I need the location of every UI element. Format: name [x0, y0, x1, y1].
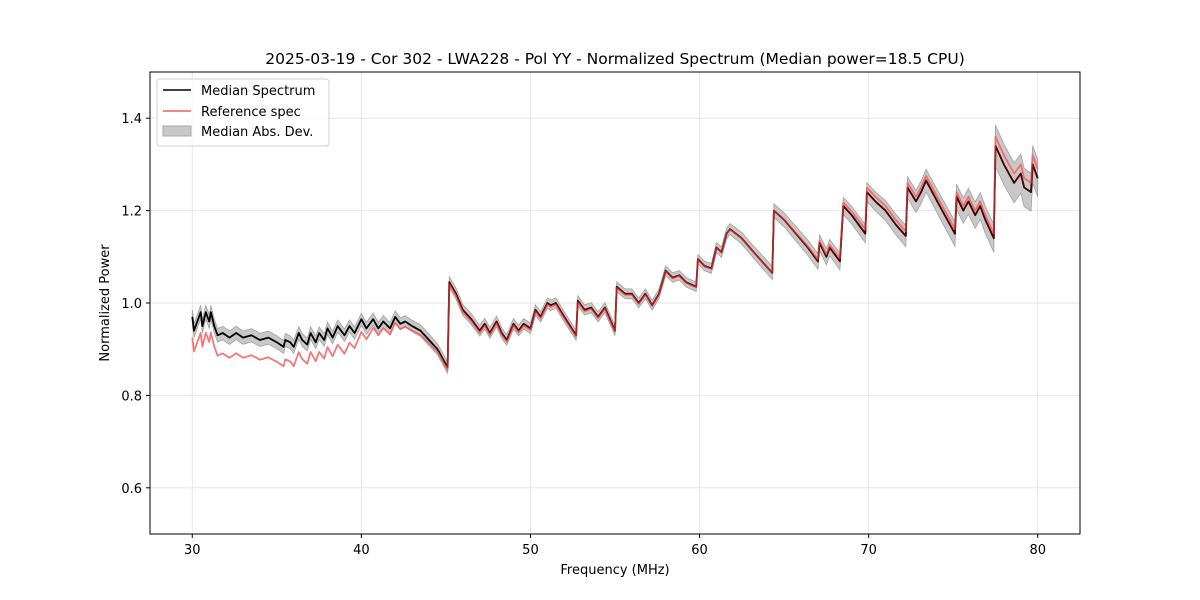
legend-box [156, 78, 330, 147]
y-axis-label: Normalized Power [98, 244, 113, 362]
x-tick-label: 50 [522, 543, 539, 558]
mad-band [191, 124, 1039, 375]
y-tick-label: 1.4 [121, 112, 142, 127]
y-axis: 0.6 0.8 1.0 1.2 1.4 [121, 112, 150, 497]
mad-band-group [191, 124, 1039, 375]
x-tick-label: 60 [691, 543, 708, 558]
x-axis: 30 40 50 60 70 80 [184, 534, 1046, 558]
x-axis-label: Frequency (MHz) [560, 563, 669, 578]
y-tick-label: 1.2 [121, 205, 142, 220]
legend: Median Spectrum Reference spec Median Ab… [156, 78, 330, 147]
x-tick-label: 30 [184, 543, 201, 558]
y-tick-label: 0.8 [121, 389, 142, 404]
x-tick-label: 80 [1029, 543, 1046, 558]
grid [150, 72, 1080, 534]
lines-group [191, 135, 1039, 371]
x-tick-label: 40 [353, 543, 370, 558]
overlap-line [446, 145, 1039, 368]
legend-reference-label: Reference spec [201, 105, 301, 120]
chart-title: 2025-03-19 - Cor 302 - LWA228 - Pol YY -… [265, 50, 965, 68]
legend-median-label: Median Spectrum [201, 84, 315, 99]
legend-mad-swatch [162, 125, 192, 137]
reference-spectrum-line [191, 135, 1039, 371]
y-tick-label: 1.0 [121, 297, 142, 312]
x-tick-label: 70 [860, 543, 877, 558]
legend-mad-label: Median Abs. Dev. [201, 125, 313, 140]
y-tick-label: 0.6 [121, 482, 142, 497]
